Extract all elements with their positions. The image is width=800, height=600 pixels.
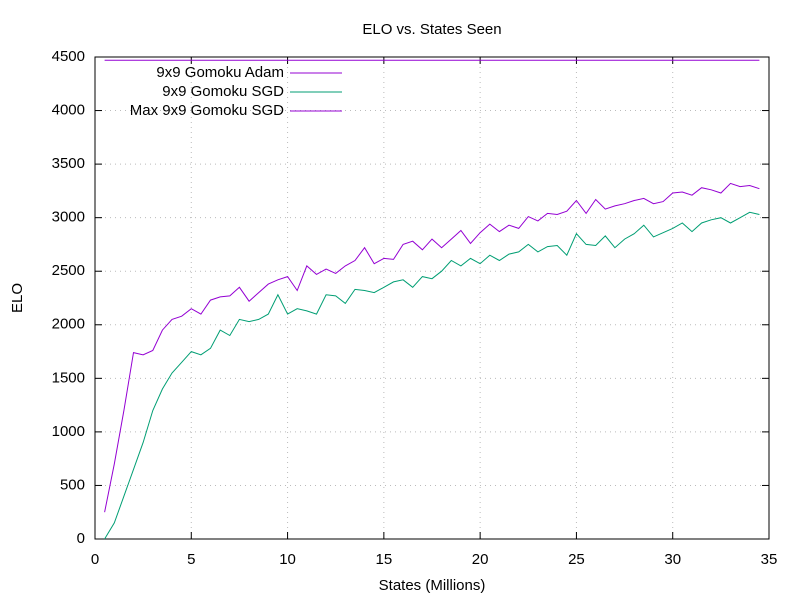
x-tick-label: 35 [761,551,778,568]
legend-label: Max 9x9 Gomoku SGD [130,102,284,119]
x-tick-label: 10 [279,551,296,568]
y-tick-label: 4500 [52,48,85,65]
chart-title: ELO vs. States Seen [362,21,501,38]
x-tick-label: 0 [91,551,99,568]
x-tick-label: 20 [472,551,489,568]
x-tick-label: 5 [187,551,195,568]
legend-label: 9x9 Gomoku Adam [156,64,284,81]
plot-frame [94,56,770,540]
y-tick-label: 0 [77,530,85,547]
y-tick-label: 1000 [52,423,85,440]
y-tick-label: 3500 [52,155,85,172]
series-line [104,211,760,540]
series-line [104,182,760,513]
x-tick-label: 15 [376,551,393,568]
x-tick-label: 25 [568,551,585,568]
x-tick-label: 30 [664,551,681,568]
y-tick-label: 2000 [52,316,85,333]
y-tick-label: 1500 [52,369,85,386]
y-tick-label: 4000 [52,102,85,119]
y-tick-label: 500 [60,476,85,493]
y-tick-label: 2500 [52,262,85,279]
y-tick-label: 3000 [52,209,85,226]
y-axis-label: ELO [9,283,26,313]
x-axis-label: States (Millions) [379,577,486,594]
legend-label: 9x9 Gomoku SGD [162,83,284,100]
